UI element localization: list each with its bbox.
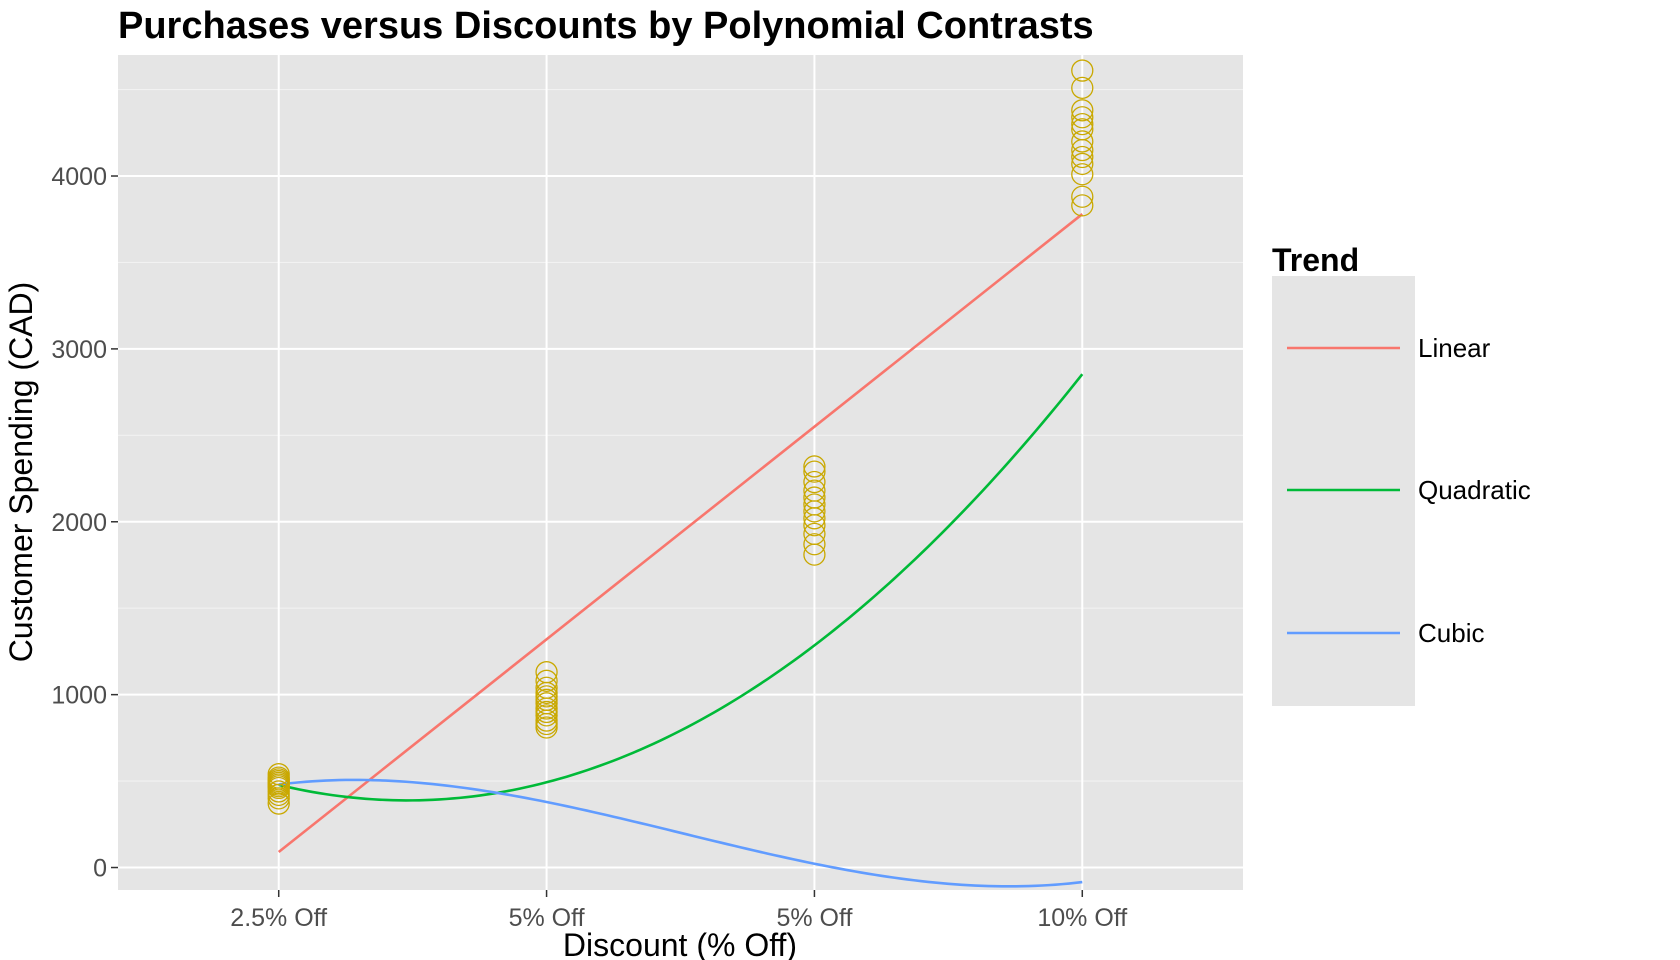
y-tick-label: 1000 <box>51 682 107 710</box>
grid-major <box>118 55 1243 890</box>
y-axis-title: Customer Spending (CAD) <box>3 282 39 663</box>
data-point <box>803 470 826 494</box>
data-point <box>1071 76 1094 99</box>
trend-line-linear <box>277 213 1084 853</box>
chart-title: Purchases versus Discounts by Polynomial… <box>118 5 1094 47</box>
data-point <box>803 479 826 502</box>
data-point <box>803 533 826 556</box>
legend-label-cubic: Cubic <box>1418 618 1484 648</box>
data-point <box>1071 59 1094 82</box>
legend: Trend Linear Quadratic Cubic <box>1272 242 1531 706</box>
y-tick-label: 3000 <box>51 336 107 364</box>
y-tick-label: 4000 <box>51 163 107 191</box>
y-tick-label: 0 <box>93 855 107 883</box>
data-point <box>535 676 558 699</box>
data-point <box>1071 106 1094 129</box>
data-point <box>1071 194 1094 217</box>
data-point <box>1071 163 1094 186</box>
legend-title: Trend <box>1272 242 1359 278</box>
trend-line-cubic <box>278 778 1083 888</box>
data-point <box>1071 113 1094 136</box>
y-tick-label: 2000 <box>51 509 107 537</box>
trend-line-quadratic <box>278 373 1084 802</box>
data-point <box>803 460 826 483</box>
data-point <box>1071 130 1094 153</box>
data-point <box>803 455 826 478</box>
plot-panel <box>118 55 1243 890</box>
legend-label-quadratic: Quadratic <box>1418 475 1531 505</box>
x-tick-label: 10% Off <box>1037 904 1127 932</box>
data-point <box>535 661 558 684</box>
x-tick-label: 5% Off <box>509 904 585 932</box>
data-point <box>803 486 826 509</box>
legend-label-linear: Linear <box>1418 333 1491 363</box>
legend-items: Linear Quadratic Cubic <box>1287 333 1531 648</box>
data-point <box>803 522 826 546</box>
data-point <box>535 669 558 692</box>
data-point <box>1071 118 1094 141</box>
data-point <box>1071 185 1094 208</box>
data-point <box>1071 145 1094 169</box>
y-axis: 0 1000 2000 3000 4000 <box>51 163 118 883</box>
x-axis: 2.5% Off 5% Off 5% Off 10% Off <box>230 890 1127 932</box>
data-point <box>803 493 826 516</box>
data-point <box>1071 99 1094 122</box>
data-point <box>1071 152 1094 176</box>
data-points <box>267 59 1094 815</box>
trend-lines <box>277 213 1084 888</box>
x-axis-title: Discount (% Off) <box>563 927 797 960</box>
x-tick-label: 5% Off <box>776 904 852 932</box>
data-point <box>267 763 290 786</box>
x-tick-label: 2.5% Off <box>230 904 327 932</box>
